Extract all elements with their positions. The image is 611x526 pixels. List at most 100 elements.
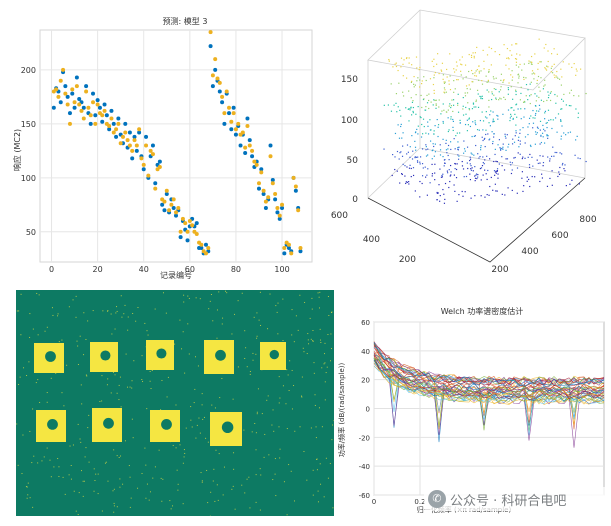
- mask-hole: [47, 419, 58, 430]
- speckle: [260, 510, 261, 511]
- x-tick-label: 40: [139, 265, 149, 274]
- cloud-point: [411, 135, 412, 136]
- speckle: [117, 455, 118, 456]
- cloud-point: [470, 168, 471, 169]
- cloud-point: [466, 76, 467, 77]
- data-point-orange: [179, 230, 183, 234]
- cloud-point: [447, 76, 448, 77]
- cloud-point: [450, 171, 451, 172]
- speckle: [121, 317, 122, 318]
- cloud-point: [499, 139, 500, 140]
- cloud-point: [414, 86, 415, 87]
- cloud-point: [565, 134, 566, 135]
- cloud-point: [449, 84, 450, 85]
- cloud-point: [540, 121, 541, 122]
- cloud-point: [443, 194, 444, 195]
- cloud-point: [557, 96, 558, 97]
- speckle: [266, 400, 267, 401]
- cloud-point: [531, 62, 532, 63]
- speckle: [250, 374, 251, 375]
- cloud-point: [536, 134, 537, 135]
- speckle: [16, 423, 17, 424]
- cloud-point: [550, 119, 551, 120]
- cloud-point: [542, 156, 543, 157]
- speckle: [126, 354, 127, 355]
- x-tick-label: 600: [551, 231, 568, 241]
- cloud-point: [499, 98, 500, 99]
- speckle: [17, 310, 18, 311]
- data-point-orange: [100, 113, 104, 117]
- cloud-point: [538, 76, 539, 77]
- cloud-point: [408, 90, 409, 91]
- data-point-blue: [220, 100, 224, 104]
- cloud-point: [563, 132, 564, 133]
- cloud-point: [469, 54, 470, 55]
- cloud-point: [506, 58, 507, 59]
- cloud-point: [400, 115, 401, 116]
- speckle: [212, 320, 213, 321]
- cloud-point: [462, 108, 463, 109]
- speckle: [131, 498, 132, 499]
- cloud-point: [522, 191, 523, 192]
- cloud-point: [467, 147, 468, 148]
- cloud-point: [542, 133, 543, 134]
- cloud-point: [435, 144, 436, 145]
- cloud-point: [427, 102, 428, 103]
- cloud-point: [454, 138, 455, 139]
- cloud-point: [463, 114, 464, 115]
- cloud-point: [411, 81, 412, 82]
- speckle: [279, 402, 280, 403]
- speckle: [117, 506, 118, 507]
- data-point-blue: [229, 127, 233, 131]
- speckle: [189, 353, 190, 354]
- data-point-blue: [275, 210, 279, 214]
- speckle: [20, 334, 21, 335]
- cloud-point: [449, 106, 450, 107]
- cloud-point: [462, 191, 463, 192]
- cloud-point: [463, 106, 464, 107]
- cloud-point: [449, 53, 450, 54]
- cloud-point: [480, 98, 481, 99]
- cloud-point: [460, 64, 461, 65]
- cloud-point: [444, 165, 445, 166]
- speckle: [288, 464, 289, 465]
- cloud-point: [486, 173, 487, 174]
- cloud-point: [471, 55, 472, 56]
- cloud-point: [486, 117, 487, 118]
- speckle: [242, 293, 243, 294]
- cloud-point: [557, 176, 558, 177]
- cloud-point: [409, 157, 410, 158]
- cloud-point: [434, 93, 435, 94]
- speckle: [303, 348, 304, 349]
- cloud-point: [475, 178, 476, 179]
- cloud-point: [425, 144, 426, 145]
- cloud-point: [470, 165, 471, 166]
- cloud-point: [543, 86, 544, 87]
- cloud-point: [434, 90, 435, 91]
- speckle: [127, 387, 128, 388]
- speckle: [331, 439, 332, 440]
- cloud-point: [526, 95, 527, 96]
- cloud-point: [393, 105, 394, 106]
- speckle: [18, 465, 19, 466]
- cloud-point: [399, 182, 400, 183]
- speckle: [249, 507, 250, 508]
- speckle: [176, 447, 177, 448]
- cloud-point: [524, 63, 525, 64]
- speckle: [211, 294, 212, 295]
- cloud-point: [423, 167, 424, 168]
- data-point-orange: [252, 160, 256, 164]
- cloud-point: [453, 184, 454, 185]
- cloud-point: [580, 158, 581, 159]
- speckle: [315, 405, 316, 406]
- cloud-point: [475, 124, 476, 125]
- cloud-point: [519, 76, 520, 77]
- cloud-point: [564, 164, 565, 165]
- speckle: [316, 459, 317, 460]
- cloud-point: [525, 77, 526, 78]
- speckle: [173, 445, 174, 446]
- speckle: [51, 378, 52, 379]
- speckle: [215, 407, 216, 408]
- cloud-point: [561, 138, 562, 139]
